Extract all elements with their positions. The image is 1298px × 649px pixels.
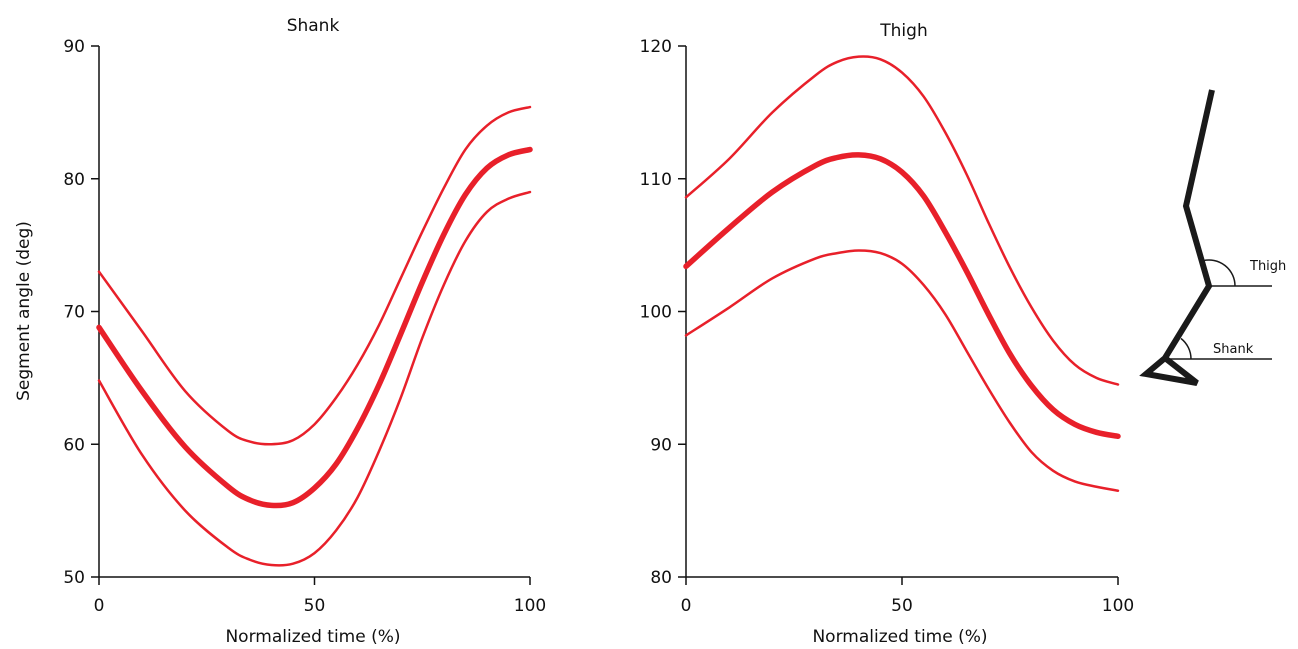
thigh-upper-curve [684, 55, 1120, 386]
leg-diagram: Thigh Shank [1139, 89, 1286, 386]
thigh-y-tick-label: 120 [640, 37, 672, 57]
thigh-x-tick-label: 100 [1102, 596, 1134, 616]
shank-y-tick-label: 80 [63, 170, 85, 190]
thigh-angle-label: Thigh [1249, 259, 1286, 274]
shank-angle-arc [1180, 337, 1192, 360]
thigh-y-tick-label: 100 [640, 303, 672, 323]
shank-mean-curve [96, 146, 533, 509]
thigh-mean-curve [683, 152, 1121, 440]
shank-angle-label: Shank [1213, 342, 1254, 357]
shank-panel: Shank Normalized time (%) Segment angle … [14, 16, 546, 647]
thigh-lower-curve [684, 249, 1120, 492]
shank-y-tick-label: 70 [63, 303, 85, 323]
thigh-panel-title: Thigh [879, 21, 927, 41]
thigh-x-tick-label: 50 [891, 596, 913, 616]
y-axis-title: Segment angle (deg) [14, 221, 34, 401]
shank-x-tick-label: 100 [514, 596, 546, 616]
shank-y-tick-label: 50 [63, 568, 85, 588]
shank-x-tick-label: 0 [94, 596, 105, 616]
thigh-x-tick-label: 0 [681, 596, 692, 616]
thigh-y-tick-label: 90 [650, 435, 672, 455]
thigh-panel: Thigh Normalized time (%) 80 90 100 110 120 0… [640, 21, 1135, 647]
shank-x-axis-title: Normalized time (%) [225, 627, 400, 647]
shank-panel-title: Shank [287, 16, 340, 36]
shank-y-tick-label: 90 [63, 37, 85, 57]
thigh-x-axis-title: Normalized time (%) [812, 627, 987, 647]
thigh-y-tick-label: 110 [640, 170, 672, 190]
leg-segments [1139, 89, 1215, 386]
thigh-y-tick-label: 80 [650, 568, 672, 588]
shank-y-tick-label: 60 [63, 435, 85, 455]
thigh-angle-arc [1202, 259, 1236, 287]
shank-lower-curve [97, 190, 532, 567]
shank-upper-curve [97, 105, 532, 446]
shank-x-tick-label: 50 [304, 596, 326, 616]
